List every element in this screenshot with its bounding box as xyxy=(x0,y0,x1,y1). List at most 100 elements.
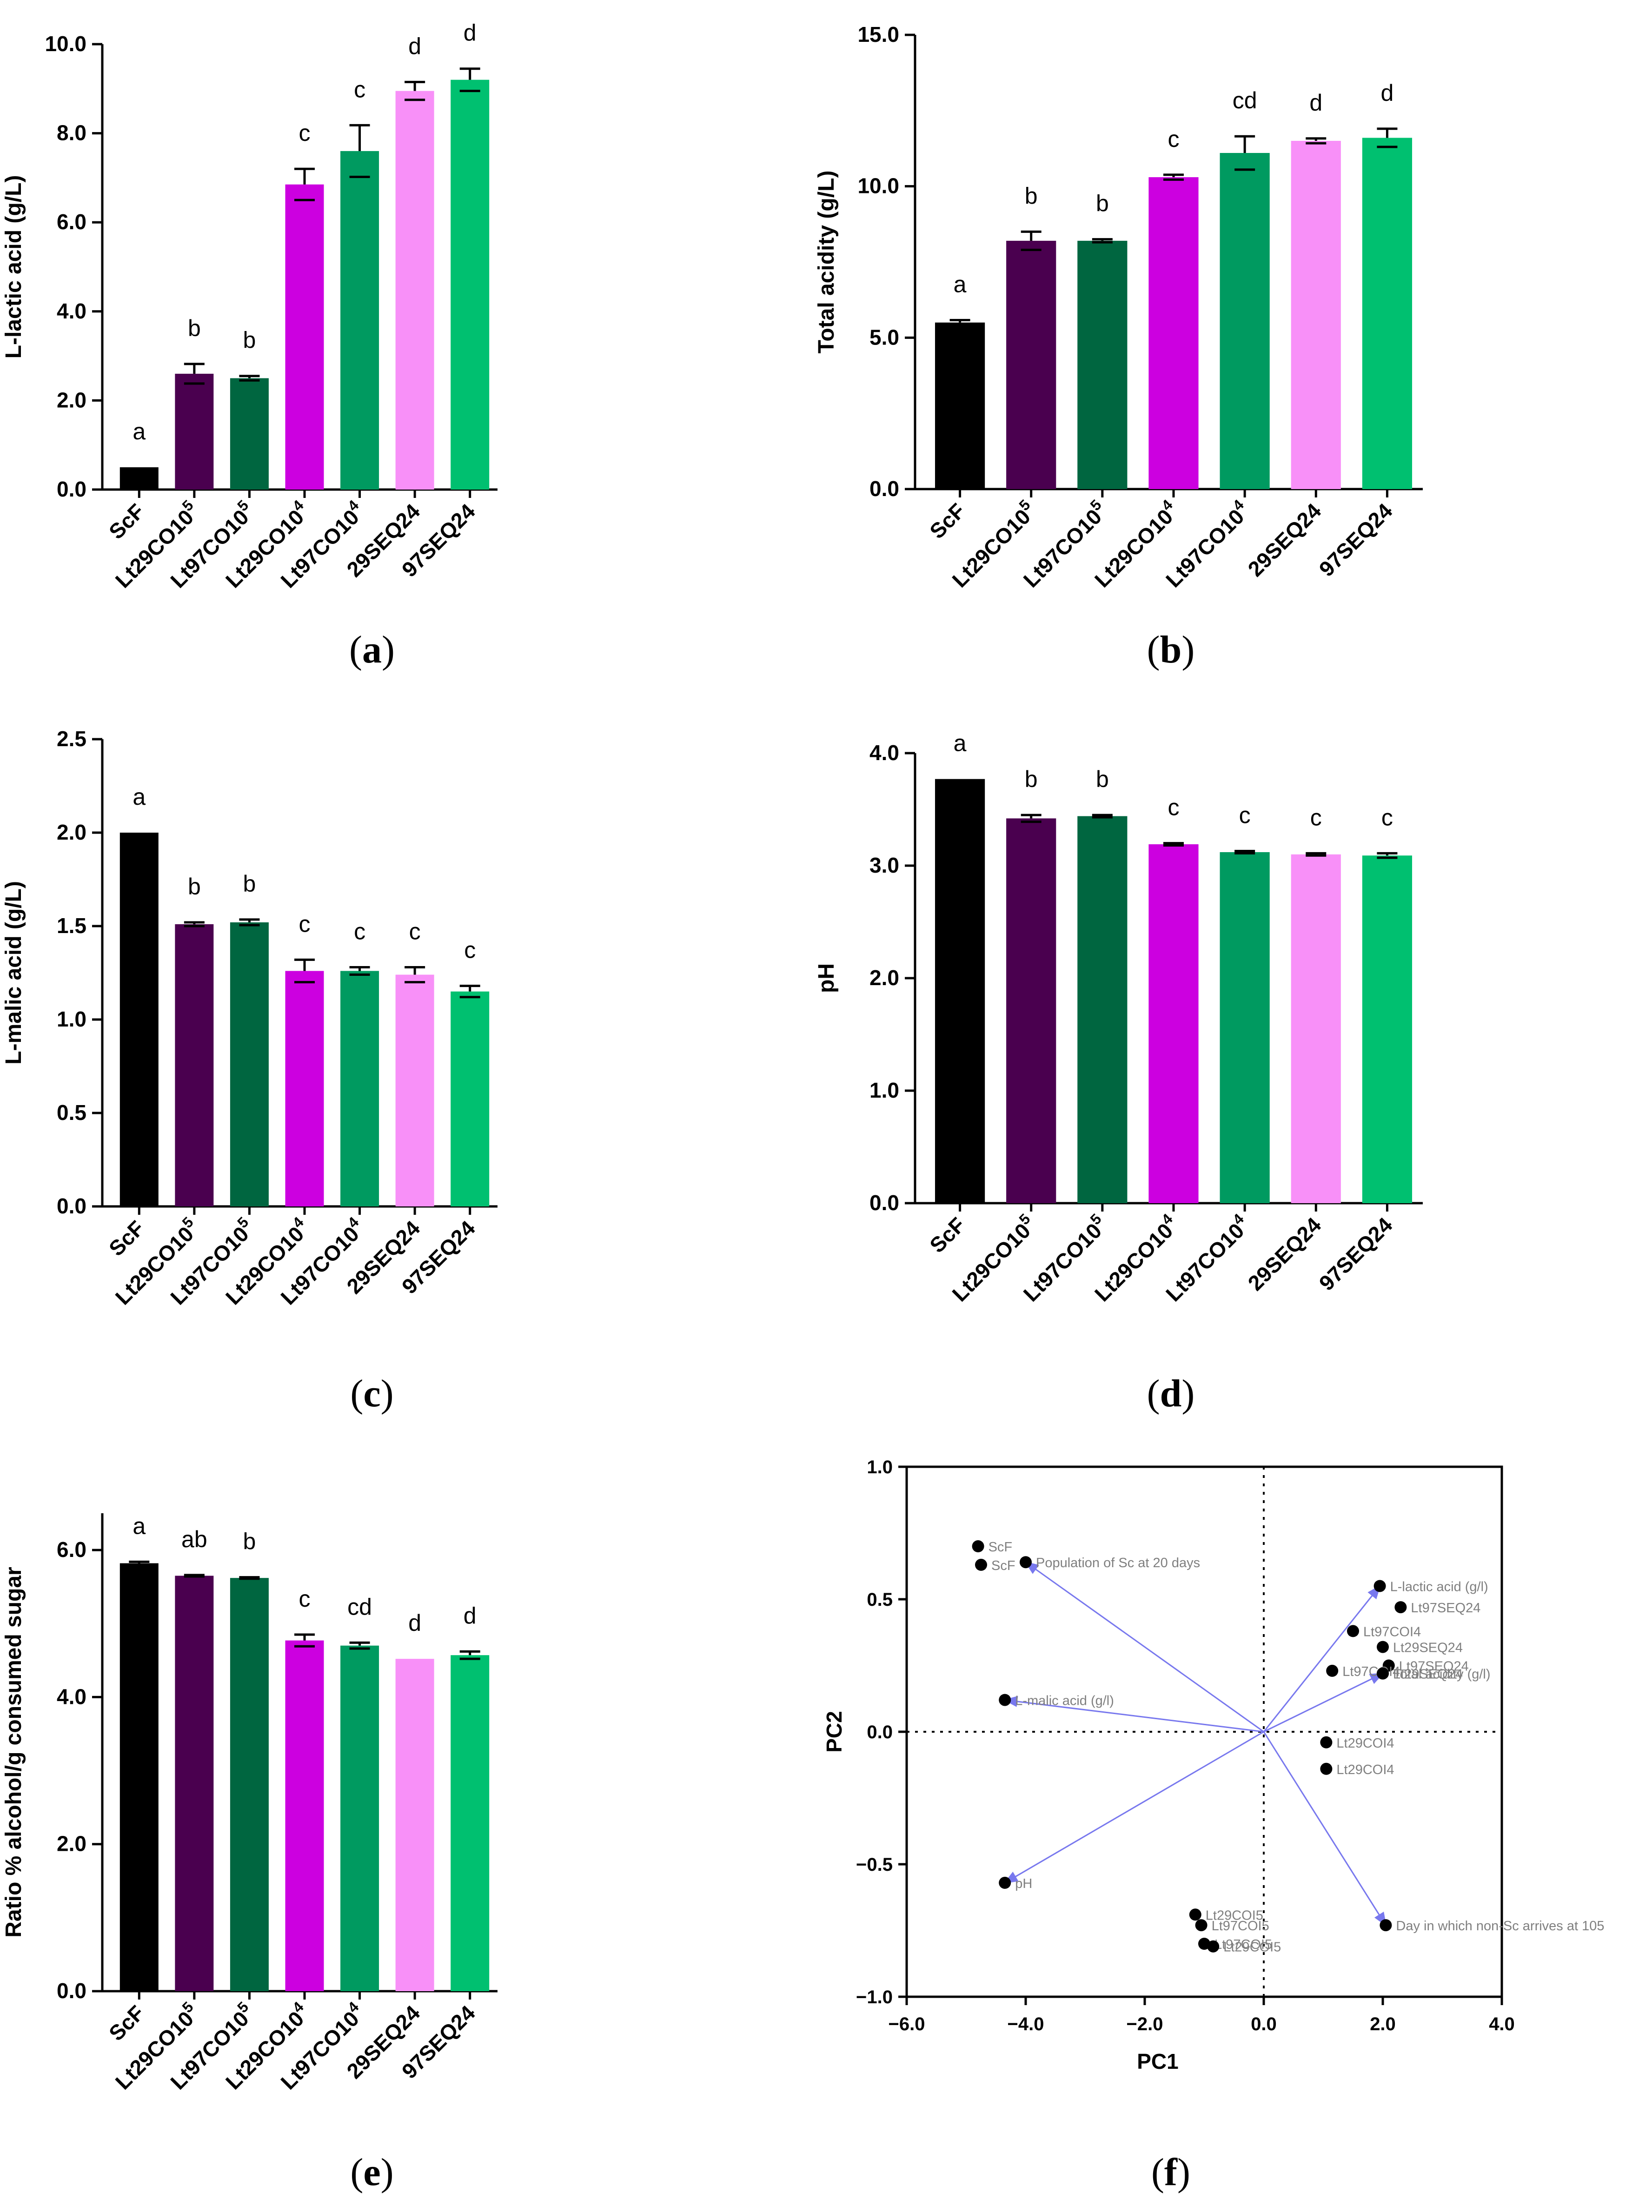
point-label: Lt97COI4 xyxy=(1363,1624,1421,1639)
y-tick-label: 1.5 xyxy=(57,914,86,938)
significance-letter: b xyxy=(1025,183,1038,209)
vector-label: pH xyxy=(1015,1876,1032,1891)
x-tick-label: ScF xyxy=(104,1216,149,1260)
y-tick-label: 1.0 xyxy=(869,1078,899,1102)
x-axis-label: PC1 xyxy=(1137,2049,1178,2073)
significance-letter: a xyxy=(133,1513,146,1539)
x-tick-label: ScF xyxy=(104,2000,149,2045)
bar-2 xyxy=(1006,818,1056,1203)
point-label: Lt97COI5 xyxy=(1214,1937,1272,1952)
bar-2 xyxy=(1006,240,1056,489)
loading-vector xyxy=(1003,1731,1264,1884)
x-tick-label: 0.0 xyxy=(1251,2014,1277,2034)
panel-f: −6.0 −4.0 −2.0 0.0 2.0 4.0 −1.0 −0.5 0.0 0.5 1.0 PC… xyxy=(822,1457,1605,2194)
score-point xyxy=(1347,1625,1359,1637)
bar-5 xyxy=(340,151,379,490)
point-label: Lt29COI4 xyxy=(1336,1762,1394,1777)
panel-d: 0.01.02.03.04.0pHaScFbLt29CO105bLt97CO10… xyxy=(814,730,1423,1415)
y-tick-label: 3.0 xyxy=(869,853,899,877)
point-label: ScF xyxy=(989,1540,1013,1555)
significance-letter: c xyxy=(409,918,421,944)
panel-caption: (f) xyxy=(1151,2151,1190,2194)
panel-caption: (c) xyxy=(350,1372,393,1415)
x-tick-label: −6.0 xyxy=(889,2014,925,2034)
y-tick-label: 1.0 xyxy=(867,1457,893,1477)
vector-label: L-lactic acid (g/l) xyxy=(1390,1580,1488,1595)
y-tick-label: 0.0 xyxy=(867,1722,893,1742)
significance-letter: d xyxy=(408,1610,421,1636)
x-tick-label: 29SEQ24 xyxy=(1243,498,1326,581)
vector-label: L-malic acid (g/l) xyxy=(1015,1694,1114,1709)
x-tick-label: ScF xyxy=(104,499,149,543)
panel-caption: (b) xyxy=(1147,628,1195,671)
bar-5 xyxy=(340,971,379,1206)
point-label: Lt29SEQ24 xyxy=(1393,1667,1463,1682)
bar-7 xyxy=(451,1655,490,1991)
panel-caption: (a) xyxy=(349,628,395,671)
point-label: Lt29COI4 xyxy=(1336,1736,1394,1751)
y-tick-label: 1.0 xyxy=(57,1007,86,1031)
y-tick-label: −0.5 xyxy=(856,1854,893,1875)
y-tick-label: 2.0 xyxy=(57,1832,86,1856)
loading-vector xyxy=(1024,1561,1264,1733)
bar-5 xyxy=(340,1645,379,1991)
bar-1 xyxy=(935,779,985,1203)
x-tick-label: ScF xyxy=(925,498,969,543)
bar-7 xyxy=(1362,855,1413,1203)
y-tick-label: 15.0 xyxy=(857,22,899,46)
bar-5 xyxy=(1220,852,1270,1203)
vector-label: Total acidity (g/l) xyxy=(1393,1667,1491,1682)
bar-3 xyxy=(230,1578,269,1991)
significance-letter: ab xyxy=(181,1526,207,1552)
score-point xyxy=(975,1558,987,1571)
significance-letter: b xyxy=(1096,766,1109,792)
point-label: ScF xyxy=(991,1558,1015,1573)
bar-5 xyxy=(1220,153,1270,489)
vector-label: Day in which non-Sc arrives at 105 xyxy=(1396,1919,1604,1934)
point-label: Lt97COI5 xyxy=(1212,1919,1269,1934)
significance-letter: c xyxy=(354,918,365,944)
bar-4 xyxy=(285,1640,324,1991)
panel-e: 0.0 2.0 4.0 6.0 Ratio % alcohol/g consumed s… xyxy=(1,1513,498,2194)
bar-6 xyxy=(395,91,434,490)
y-tick-label: 6.0 xyxy=(57,210,86,234)
bar-3 xyxy=(1077,816,1128,1203)
significance-letter: d xyxy=(1309,90,1322,116)
significance-letter: b xyxy=(243,327,256,353)
y-tick-label: 0.0 xyxy=(57,1979,86,2003)
significance-letter: d xyxy=(1381,80,1394,106)
y-tick-label: 10.0 xyxy=(45,32,86,56)
significance-letter: a xyxy=(954,272,967,298)
score-point xyxy=(1195,1919,1207,1932)
bar-6 xyxy=(395,974,434,1206)
bar-7 xyxy=(1362,138,1413,489)
bar-2 xyxy=(175,924,214,1206)
significance-letter: cd xyxy=(347,1594,372,1620)
point-label: Lt97SEQ24 xyxy=(1411,1601,1480,1616)
vector-point xyxy=(1380,1919,1392,1932)
y-tick-label: −1.0 xyxy=(856,1987,893,2007)
point-label: Lt29COI5 xyxy=(1206,1908,1263,1923)
y-axis-label: PC2 xyxy=(822,1711,846,1752)
panel-c: 0.0 0.5 1.0 1.5 2.0 2.5 L-malic acid (g/L) a ScF… xyxy=(1,727,498,1415)
bar-4 xyxy=(1148,177,1199,489)
bar-6 xyxy=(1291,854,1341,1203)
significance-letter: b xyxy=(243,871,256,897)
vector-point xyxy=(1020,1556,1032,1569)
loading-vector xyxy=(1263,1673,1384,1733)
point-label: Lt29COI5 xyxy=(1223,1940,1281,1955)
point-label: Lt97SEQ24 xyxy=(1399,1659,1469,1674)
x-tick-label: ScF xyxy=(925,1212,969,1257)
significance-letter: c xyxy=(1239,802,1251,828)
significance-letter: b xyxy=(1096,191,1109,217)
y-axis-label: L-malic acid (g/L) xyxy=(1,881,26,1065)
significance-letter: a xyxy=(133,418,146,444)
bar-1 xyxy=(119,467,159,490)
bar-6 xyxy=(1291,140,1341,489)
score-point xyxy=(1320,1736,1333,1748)
score-point xyxy=(1326,1664,1339,1677)
score-point xyxy=(972,1540,984,1552)
bar-4 xyxy=(1148,844,1199,1203)
vector-point xyxy=(999,1694,1011,1706)
